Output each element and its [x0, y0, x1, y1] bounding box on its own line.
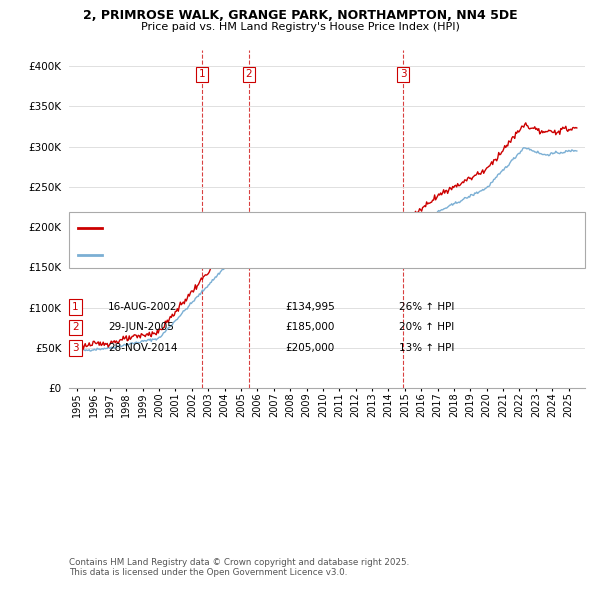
Text: 2, PRIMROSE WALK, GRANGE PARK, NORTHAMPTON, NN4 5DE (semi-detached house): 2, PRIMROSE WALK, GRANGE PARK, NORTHAMPT… — [108, 224, 527, 233]
Text: 2, PRIMROSE WALK, GRANGE PARK, NORTHAMPTON, NN4 5DE: 2, PRIMROSE WALK, GRANGE PARK, NORTHAMPT… — [83, 9, 517, 22]
Text: 13% ↑ HPI: 13% ↑ HPI — [399, 343, 454, 353]
Text: £205,000: £205,000 — [285, 343, 334, 353]
Text: 1: 1 — [72, 302, 79, 312]
Text: £134,995: £134,995 — [285, 302, 335, 312]
Text: 2: 2 — [246, 69, 253, 79]
Text: Price paid vs. HM Land Registry's House Price Index (HPI): Price paid vs. HM Land Registry's House … — [140, 22, 460, 32]
Text: 1: 1 — [199, 69, 205, 79]
Text: 16-AUG-2002: 16-AUG-2002 — [108, 302, 178, 312]
Text: 3: 3 — [72, 343, 79, 353]
Text: £185,000: £185,000 — [285, 323, 334, 332]
Text: 20% ↑ HPI: 20% ↑ HPI — [399, 323, 454, 332]
Text: Contains HM Land Registry data © Crown copyright and database right 2025.
This d: Contains HM Land Registry data © Crown c… — [69, 558, 409, 577]
Text: HPI: Average price, semi-detached house, West Northamptonshire: HPI: Average price, semi-detached house,… — [108, 251, 432, 260]
Text: 2: 2 — [72, 323, 79, 332]
Text: 3: 3 — [400, 69, 407, 79]
Text: 29-JUN-2005: 29-JUN-2005 — [108, 323, 174, 332]
Text: 26% ↑ HPI: 26% ↑ HPI — [399, 302, 454, 312]
Text: 28-NOV-2014: 28-NOV-2014 — [108, 343, 178, 353]
